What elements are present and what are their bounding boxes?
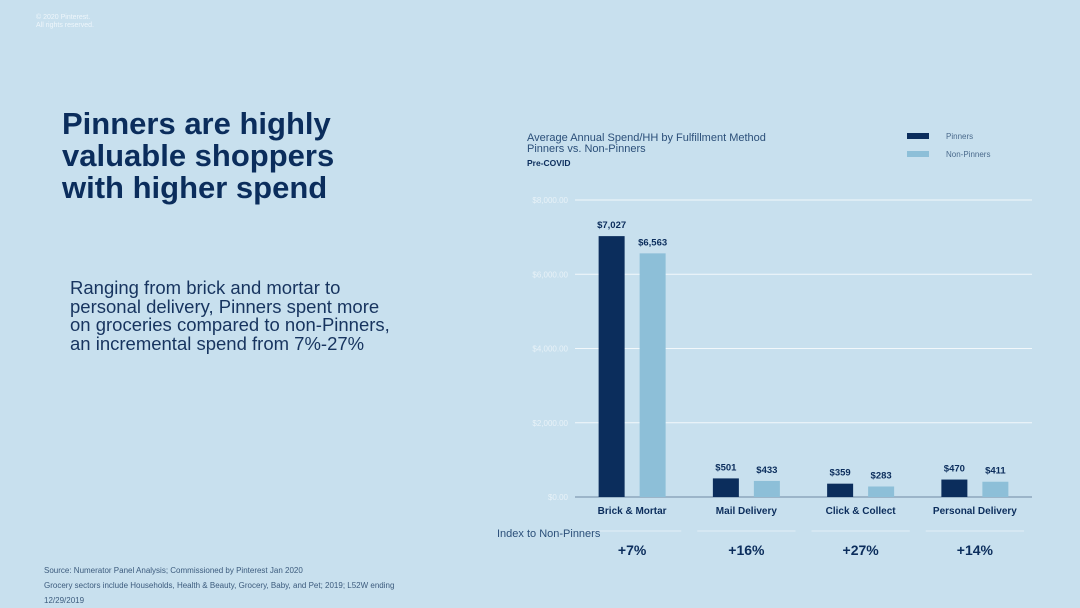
legend-swatch <box>907 133 929 139</box>
bar-pinners <box>941 479 968 497</box>
data-label: $7,027 <box>597 220 626 231</box>
body-text: Ranging from brick and mortar to persona… <box>70 277 390 354</box>
data-label: $433 <box>756 465 777 476</box>
data-label: $359 <box>830 468 851 479</box>
legend-label: Non-Pinners <box>946 149 991 159</box>
chart-title-line: Average Annual Spend/HH by Fulfillment M… <box>527 132 766 144</box>
data-label: $470 <box>944 464 965 475</box>
copyright-line: All rights reserved. <box>36 22 94 29</box>
bar-pinners <box>598 236 625 497</box>
x-tick-label: Personal Delivery <box>933 506 1017 517</box>
copyright-notice: © 2020 Pinterest. All rights reserved. <box>36 14 94 30</box>
bar-non-pinners <box>639 253 666 497</box>
legend-item-pinners: Pinners <box>907 131 990 141</box>
headline: Pinners are highly valuable shoppers wit… <box>62 106 335 205</box>
index-value: +14% <box>957 542 994 558</box>
legend-label: Pinners <box>946 131 974 141</box>
data-label: $283 <box>871 470 892 481</box>
y-tick-label: $4,000.00 <box>532 345 568 354</box>
chart-subtitle: Pre-COVID <box>527 158 571 168</box>
bar-non-pinners <box>868 486 895 497</box>
index-value: +27% <box>843 542 880 558</box>
x-tick-label: Brick & Mortar <box>598 506 667 517</box>
index-value: +7% <box>618 542 647 558</box>
y-tick-label: $2,000.00 <box>532 419 568 428</box>
legend-swatch <box>907 151 929 157</box>
y-tick-label: $0.00 <box>548 493 569 502</box>
bar-pinners <box>827 483 854 497</box>
chart-title-line: Pinners vs. Non-Pinners <box>527 143 646 155</box>
source-line: Grocery sectors include Households, Heal… <box>44 581 395 590</box>
source-line: 12/29/2019 <box>44 596 85 605</box>
index-value: +16% <box>728 542 765 558</box>
data-label: $411 <box>985 466 1006 477</box>
data-label: $501 <box>715 462 737 473</box>
x-tick-label: Click & Collect <box>826 506 897 517</box>
bar-non-pinners <box>982 481 1009 497</box>
copyright-line: © 2020 Pinterest. <box>36 14 91 21</box>
legend-item-non-pinners: Non-Pinners <box>907 149 990 159</box>
chart-title: Average Annual Spend/HH by Fulfillment M… <box>527 133 766 155</box>
bar-pinners <box>712 478 739 497</box>
y-tick-label: $6,000.00 <box>532 270 568 279</box>
x-tick-label: Mail Delivery <box>716 506 778 517</box>
source-line: Source: Numerator Panel Analysis; Commis… <box>44 566 303 575</box>
y-tick-label: $8,000.00 <box>532 196 568 205</box>
index-label: Index to Non-Pinners <box>497 528 601 540</box>
data-label: $6,563 <box>638 237 667 248</box>
bar-non-pinners <box>753 480 780 497</box>
source-note: Source: Numerator Panel Analysis; Commis… <box>44 563 444 608</box>
chart-legend: Pinners Non-Pinners <box>907 131 990 167</box>
